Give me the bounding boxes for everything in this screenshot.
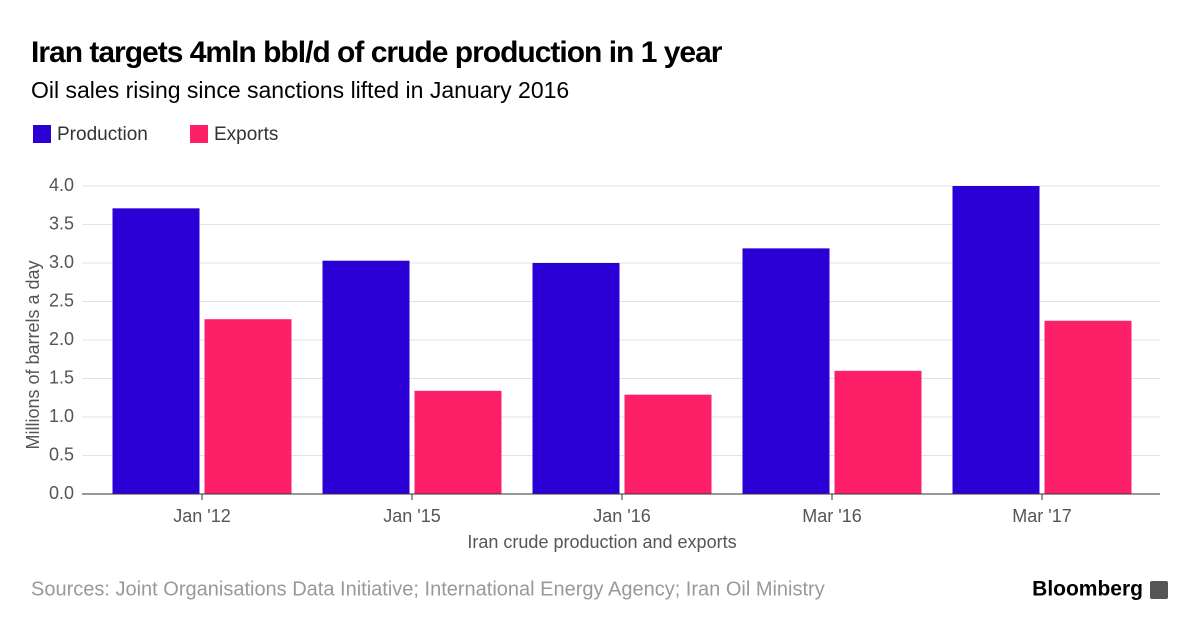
bar xyxy=(1044,320,1132,494)
bar xyxy=(624,394,712,494)
legend-label: Exports xyxy=(214,124,278,145)
chart-title: Iran targets 4mln bbl/d of crude product… xyxy=(31,36,723,69)
bar xyxy=(532,263,620,494)
bar xyxy=(952,186,1040,494)
brand-icon xyxy=(1150,581,1168,599)
legend-swatch xyxy=(190,125,208,143)
x-tick-label: Jan '16 xyxy=(593,506,650,526)
y-tick-label: 1.0 xyxy=(49,406,74,426)
legend-swatch xyxy=(33,125,51,143)
y-tick-label: 0.0 xyxy=(49,483,74,503)
y-tick-label: 3.5 xyxy=(49,213,74,233)
brand-logo: Bloomberg xyxy=(1032,578,1143,601)
bar xyxy=(742,248,830,494)
x-tick-label: Jan '15 xyxy=(383,506,440,526)
source-note: Sources: Joint Organisations Data Initia… xyxy=(31,578,825,600)
x-tick-label: Jan '12 xyxy=(173,506,230,526)
y-tick-label: 1.5 xyxy=(49,367,74,387)
chart-subtitle: Oil sales rising since sanctions lifted … xyxy=(31,77,569,103)
x-tick-label: Mar '17 xyxy=(1012,506,1071,526)
y-tick-label: 2.5 xyxy=(49,290,74,310)
y-tick-label: 0.5 xyxy=(49,444,74,464)
y-tick-label: 4.0 xyxy=(49,175,74,195)
legend-label: Production xyxy=(57,124,148,145)
y-axis-label: Millions of barrels a day xyxy=(23,260,43,449)
bar xyxy=(834,370,922,494)
y-tick-label: 3.0 xyxy=(49,252,74,272)
bar xyxy=(414,390,502,494)
y-tick-label: 2.0 xyxy=(49,329,74,349)
x-tick-label: Mar '16 xyxy=(802,506,861,526)
bar xyxy=(322,260,410,494)
x-axis-label: Iran crude production and exports xyxy=(467,532,736,552)
bar xyxy=(112,208,200,494)
bar xyxy=(204,319,292,494)
